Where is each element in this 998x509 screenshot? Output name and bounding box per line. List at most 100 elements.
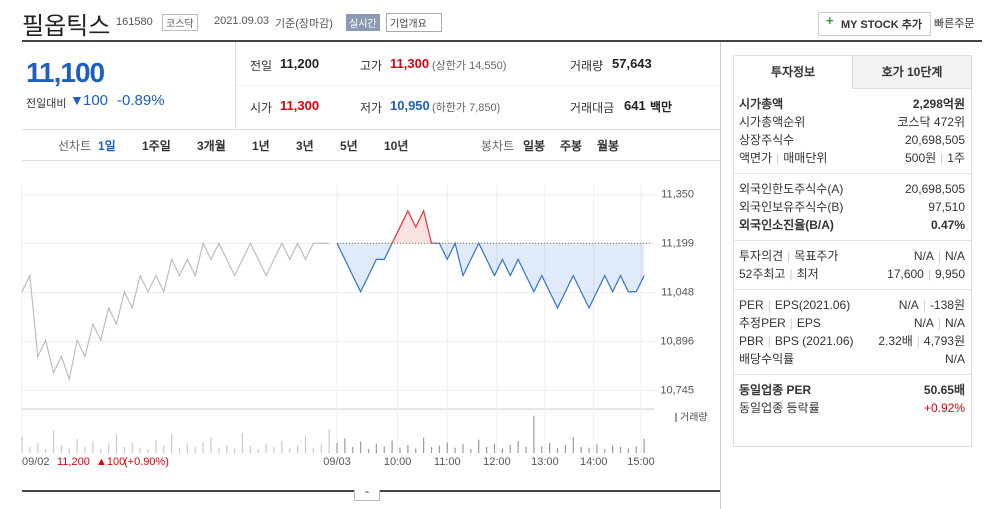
volume-bar bbox=[186, 444, 188, 453]
invest-label: EPS(2021.06) bbox=[774, 298, 851, 312]
cell: 20,698,505 bbox=[905, 131, 965, 149]
area-down bbox=[337, 243, 645, 308]
volume-bar bbox=[52, 431, 55, 453]
invest-tab[interactable]: 호가 10단계 bbox=[852, 56, 971, 89]
cell: 동일업종 PER bbox=[739, 381, 811, 399]
invest-group: 외국인한도주식수(A) 20,698,505 외국인보유주식수(B) 97,510 외국… bbox=[734, 174, 971, 241]
invest-label: 추정PER bbox=[739, 316, 786, 330]
period-tab[interactable]: 5년 bbox=[340, 139, 358, 153]
volume-bar bbox=[580, 447, 582, 453]
volume-bar bbox=[265, 443, 267, 453]
volume-bar bbox=[92, 441, 94, 453]
invest-value: N/A bbox=[898, 298, 919, 312]
volume-bar bbox=[493, 443, 496, 453]
cell: 시가총액 bbox=[739, 95, 783, 113]
invest-label: 동일업종 PER bbox=[739, 383, 812, 397]
volume-bar bbox=[454, 447, 456, 453]
period-tab[interactable]: 1일 bbox=[98, 139, 116, 153]
volume-bar bbox=[423, 437, 425, 453]
volume-bar bbox=[178, 448, 181, 453]
volume-bar bbox=[76, 439, 78, 453]
stock-name: 필옵틱스 bbox=[22, 13, 111, 40]
x-tick-label: 12:00 bbox=[483, 456, 511, 468]
invest-value: 4,793원 bbox=[923, 334, 965, 348]
period-tab[interactable]: 10년 bbox=[384, 139, 409, 153]
invest-label: BPS (2021.06) bbox=[774, 334, 854, 348]
cell: 2,298억원 bbox=[913, 95, 965, 113]
separator: | bbox=[767, 298, 771, 312]
cell: 500원 | 1주 bbox=[905, 149, 965, 167]
invest-group: PER | EPS(2021.06) N/A | -138원 추정PER | EPS N/A | N/… bbox=[734, 290, 971, 375]
field-label: 거래대금 bbox=[570, 101, 615, 115]
volume-bar bbox=[596, 444, 598, 453]
volume-bar bbox=[336, 443, 338, 453]
invest-label: 외국인보유주식수(B) bbox=[739, 200, 844, 214]
volume-bar bbox=[525, 447, 527, 453]
invest-label: 최저 bbox=[796, 267, 819, 281]
invest-value: 20,698,505 bbox=[904, 182, 965, 196]
volume-bar bbox=[564, 445, 566, 453]
volume-bar bbox=[344, 438, 346, 453]
cell: N/A | N/A bbox=[914, 247, 965, 265]
volume-bar bbox=[604, 449, 606, 453]
field-value: 10,950 bbox=[390, 98, 430, 113]
candle-tab[interactable]: 주봉 bbox=[560, 139, 583, 153]
cell: N/A | -138원 bbox=[899, 296, 965, 314]
change: 100 bbox=[83, 92, 109, 109]
company-dropdown[interactable]: 기업개요 bbox=[386, 13, 442, 32]
invest-group: 투자의견 | 목표주가 N/A | N/A 52주최고 | 최저 17,600 | 9,950 bbox=[734, 241, 971, 290]
change-pct: -0.89% bbox=[117, 92, 165, 109]
volume-bar bbox=[289, 448, 291, 453]
invest-value: 50.65배 bbox=[923, 383, 965, 397]
volume-bar bbox=[375, 443, 377, 453]
volume-bar bbox=[155, 440, 157, 453]
volume-bar bbox=[501, 448, 503, 453]
candle-chart-label: 봉차트 bbox=[481, 139, 515, 153]
invest-value: 0.47% bbox=[930, 218, 965, 232]
invest-value: 2,298억원 bbox=[912, 97, 965, 111]
cell: 외국인소진율(B/A) bbox=[739, 216, 834, 234]
x-tick-label: 13:00 bbox=[531, 456, 559, 468]
field-label: 저가 bbox=[360, 101, 383, 115]
volume-bar bbox=[407, 445, 409, 453]
volume-bar bbox=[478, 439, 480, 453]
invest-panel: 투자정보 호가 10단계 시가총액 2,298억원 시가총액순위 코스닥 472위 상장주… bbox=[733, 55, 972, 447]
mystock-button[interactable]: MY STOCK 추가 bbox=[818, 12, 931, 36]
candle-tab[interactable]: 월봉 bbox=[597, 139, 620, 153]
volume-bar bbox=[171, 434, 173, 453]
volume-bar bbox=[486, 447, 488, 453]
separator: | bbox=[927, 267, 931, 281]
period-tab[interactable]: 1년 bbox=[252, 139, 270, 153]
cell: 투자의견 | 목표주가 bbox=[739, 247, 838, 265]
invest-label: 외국인소진율(B/A) bbox=[739, 218, 834, 232]
quick-order[interactable]: 빠른주문 bbox=[934, 18, 975, 30]
volume-bar bbox=[37, 443, 39, 453]
prev-pct: (+0.90%) bbox=[124, 456, 169, 468]
field-note: (상한가 14,550) bbox=[432, 60, 507, 72]
collapse-button[interactable]: ⌃ bbox=[354, 490, 380, 501]
field-label: 고가 bbox=[360, 59, 383, 73]
invest-group: 시가총액 2,298억원 시가총액순위 코스닥 472위 상장주식수 20,698,505… bbox=[734, 89, 971, 174]
cell: 20,698,505 bbox=[905, 180, 965, 198]
cell: 17,600 | 9,950 bbox=[887, 265, 965, 283]
volume-bar bbox=[517, 441, 519, 453]
cell: PBR | BPS (2021.06) bbox=[739, 332, 854, 350]
volume-bar bbox=[108, 444, 110, 453]
volume-bar bbox=[588, 447, 590, 453]
volume-bar bbox=[45, 449, 47, 453]
volume-bar bbox=[462, 444, 464, 453]
candle-tab[interactable]: 일봉 bbox=[523, 139, 546, 153]
separator: | bbox=[787, 249, 791, 263]
invest-value: 1주 bbox=[947, 151, 965, 165]
invest-tab[interactable]: 투자정보 bbox=[734, 56, 852, 89]
volume-bar bbox=[533, 415, 535, 453]
period-tab[interactable]: 3개월 bbox=[197, 139, 226, 153]
volume-bar bbox=[446, 442, 448, 453]
invest-row: 액면가 | 매매단위 500원 | 1주 bbox=[734, 149, 971, 167]
realtime-button[interactable]: 실시간 bbox=[346, 14, 380, 31]
invest-value: N/A bbox=[944, 352, 965, 366]
period-tab[interactable]: 3년 bbox=[296, 139, 314, 153]
period-tab[interactable]: 1주일 bbox=[142, 139, 171, 153]
field-label: 전일 bbox=[250, 59, 273, 73]
